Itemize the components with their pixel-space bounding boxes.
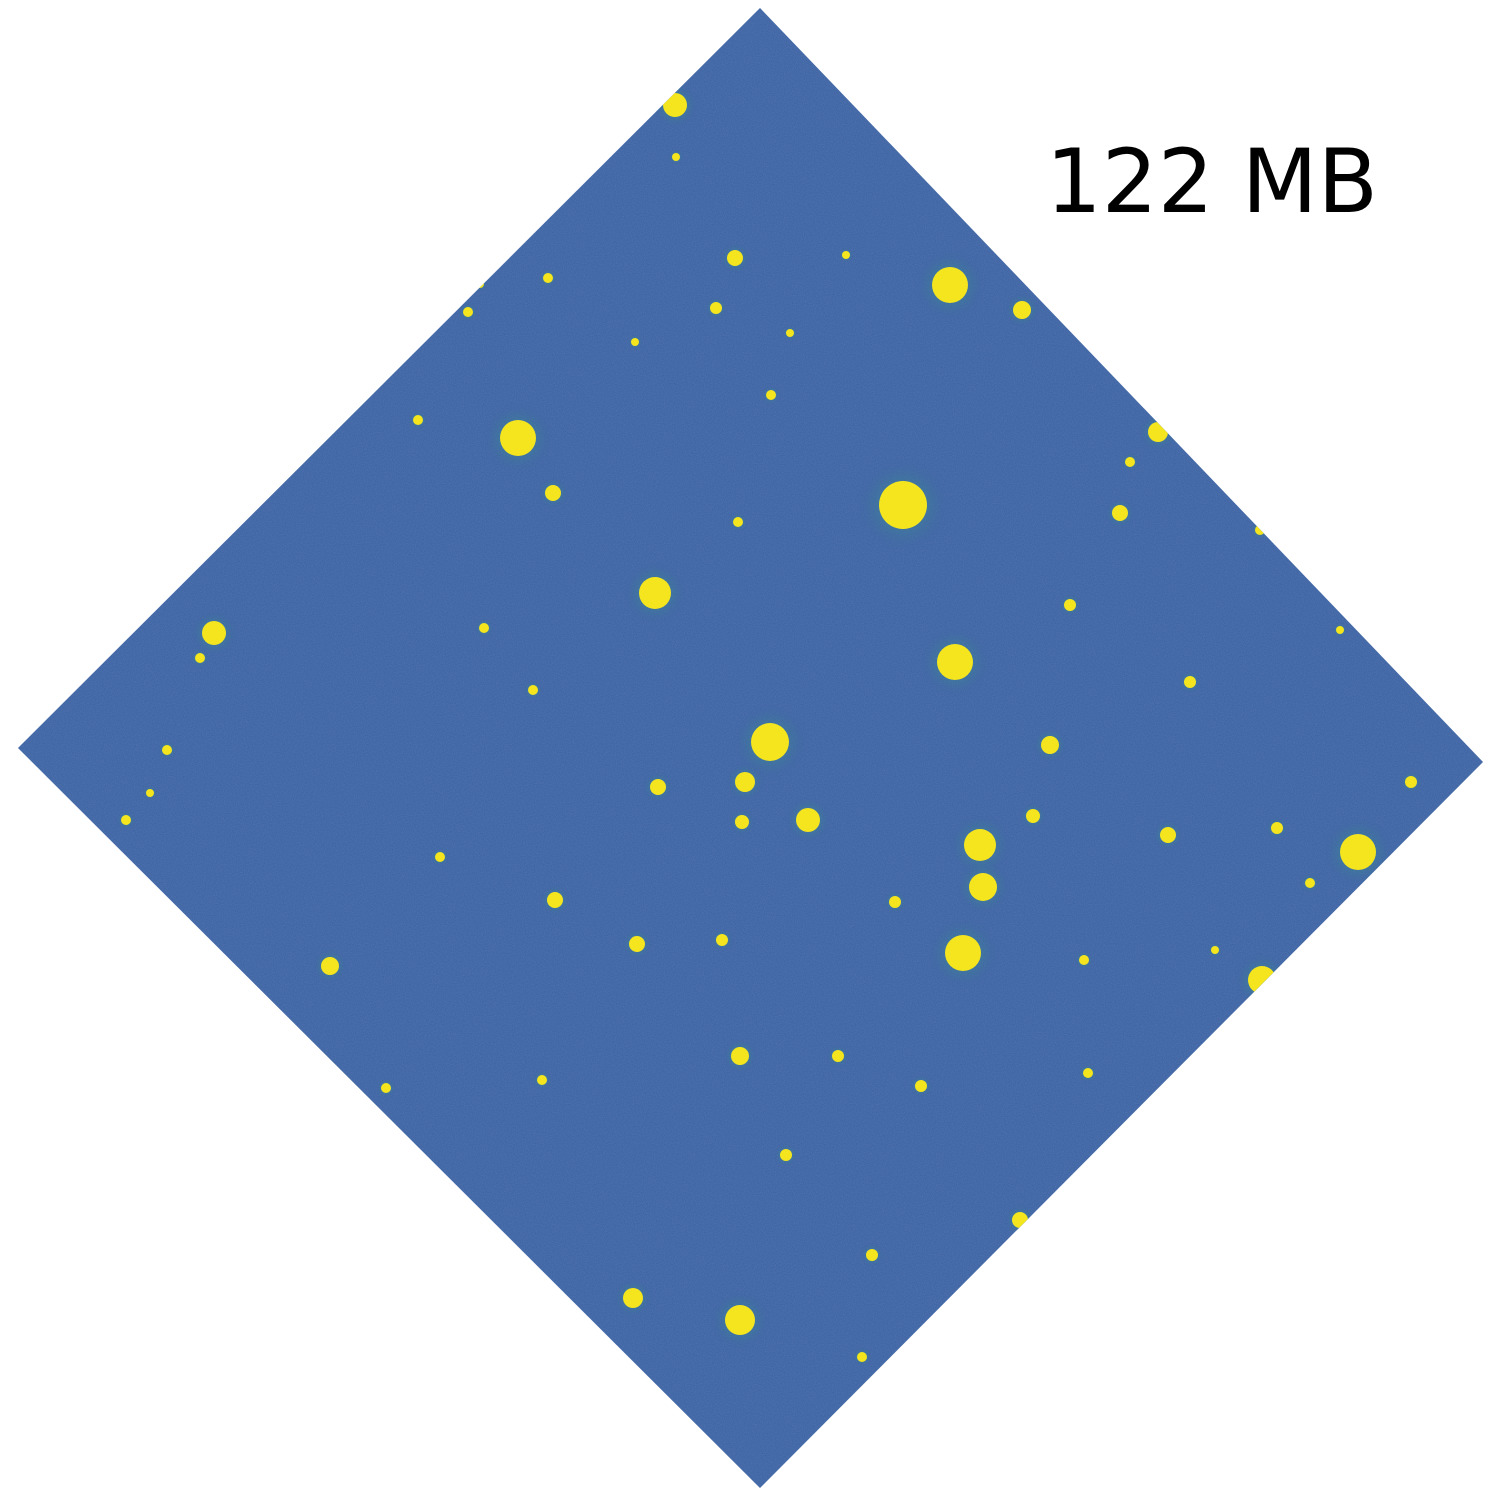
star — [545, 485, 561, 501]
star — [1012, 1212, 1028, 1228]
star — [710, 302, 722, 314]
star — [321, 957, 339, 975]
star — [672, 153, 680, 161]
star — [623, 1288, 643, 1308]
star — [766, 390, 776, 400]
star — [1013, 301, 1031, 319]
star — [727, 250, 743, 266]
size-label: 122 MB — [1046, 130, 1378, 233]
star — [1211, 946, 1219, 954]
star — [547, 892, 563, 908]
star — [964, 829, 996, 861]
star — [631, 338, 639, 346]
star — [1160, 827, 1176, 843]
star — [1112, 505, 1128, 521]
star — [1340, 834, 1376, 870]
star — [463, 307, 473, 317]
star — [500, 420, 536, 456]
star — [202, 621, 226, 645]
star — [413, 415, 423, 425]
star — [915, 1080, 927, 1092]
star — [1026, 809, 1040, 823]
star — [866, 1249, 878, 1261]
star — [528, 685, 538, 695]
star — [1255, 525, 1265, 535]
page: 122 MB (() => { const data = JSON.parse(… — [0, 0, 1490, 1490]
star — [1336, 626, 1344, 634]
star — [857, 1352, 867, 1362]
star — [735, 772, 755, 792]
star — [1079, 955, 1089, 965]
star — [543, 273, 553, 283]
star — [832, 1050, 844, 1062]
star — [476, 280, 484, 288]
star — [639, 577, 671, 609]
star — [751, 723, 789, 761]
star — [945, 935, 981, 971]
star — [1083, 1068, 1093, 1078]
star — [1405, 776, 1417, 788]
star — [381, 1083, 391, 1093]
star — [663, 93, 687, 117]
star — [1125, 457, 1135, 467]
star — [716, 934, 728, 946]
star — [796, 808, 820, 832]
star — [121, 815, 131, 825]
star — [786, 329, 794, 337]
star — [1248, 966, 1276, 994]
star — [780, 1149, 792, 1161]
star — [731, 1047, 749, 1065]
star — [932, 267, 968, 303]
star — [195, 653, 205, 663]
star — [1148, 422, 1168, 442]
star — [629, 936, 645, 952]
star — [435, 852, 445, 862]
star — [733, 517, 743, 527]
scene: 122 MB — [0, 0, 1490, 1490]
star — [735, 815, 749, 829]
star — [969, 873, 997, 901]
star — [1184, 676, 1196, 688]
star-halo — [472, 276, 488, 292]
star — [889, 896, 901, 908]
star — [842, 251, 850, 259]
star — [479, 623, 489, 633]
star — [1305, 878, 1315, 888]
star — [162, 745, 172, 755]
star — [650, 779, 666, 795]
star — [537, 1075, 547, 1085]
star — [146, 789, 154, 797]
star — [1271, 822, 1283, 834]
star — [1041, 736, 1059, 754]
star — [1064, 599, 1076, 611]
star — [725, 1305, 755, 1335]
star — [879, 481, 927, 529]
star — [937, 644, 973, 680]
